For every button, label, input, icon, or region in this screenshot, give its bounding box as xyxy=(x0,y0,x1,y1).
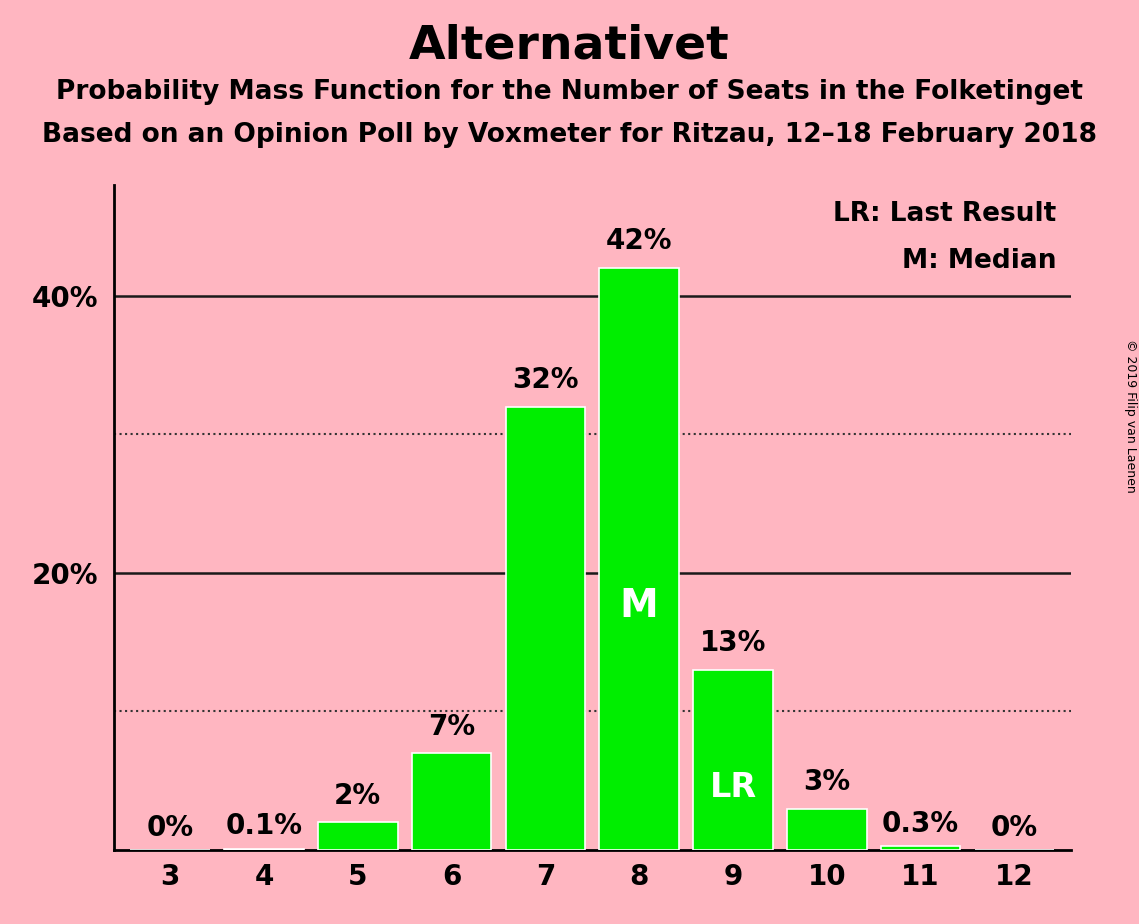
Bar xyxy=(318,822,398,850)
Bar xyxy=(224,848,304,850)
Text: Alternativet: Alternativet xyxy=(409,23,730,68)
Text: © 2019 Filip van Laenen: © 2019 Filip van Laenen xyxy=(1124,339,1137,492)
Text: Based on an Opinion Poll by Voxmeter for Ritzau, 12–18 February 2018: Based on an Opinion Poll by Voxmeter for… xyxy=(42,122,1097,148)
Text: 0%: 0% xyxy=(991,814,1038,842)
Text: 7%: 7% xyxy=(428,712,475,741)
Text: 3%: 3% xyxy=(803,768,851,796)
Text: M: Median: M: Median xyxy=(902,248,1056,274)
Text: 0.3%: 0.3% xyxy=(882,809,959,837)
Bar xyxy=(694,670,773,850)
Bar xyxy=(411,753,491,850)
Bar xyxy=(599,268,679,850)
Bar xyxy=(880,846,960,850)
Text: Probability Mass Function for the Number of Seats in the Folketinget: Probability Mass Function for the Number… xyxy=(56,79,1083,104)
Bar xyxy=(506,407,585,850)
Text: 0%: 0% xyxy=(147,814,194,842)
Bar xyxy=(787,808,867,850)
Text: LR: Last Result: LR: Last Result xyxy=(833,201,1056,227)
Text: 2%: 2% xyxy=(334,782,382,809)
Text: 32%: 32% xyxy=(513,366,579,394)
Text: 13%: 13% xyxy=(699,629,767,658)
Text: 0.1%: 0.1% xyxy=(226,812,303,841)
Text: LR: LR xyxy=(710,771,756,804)
Text: 42%: 42% xyxy=(606,227,672,256)
Text: M: M xyxy=(620,587,658,625)
